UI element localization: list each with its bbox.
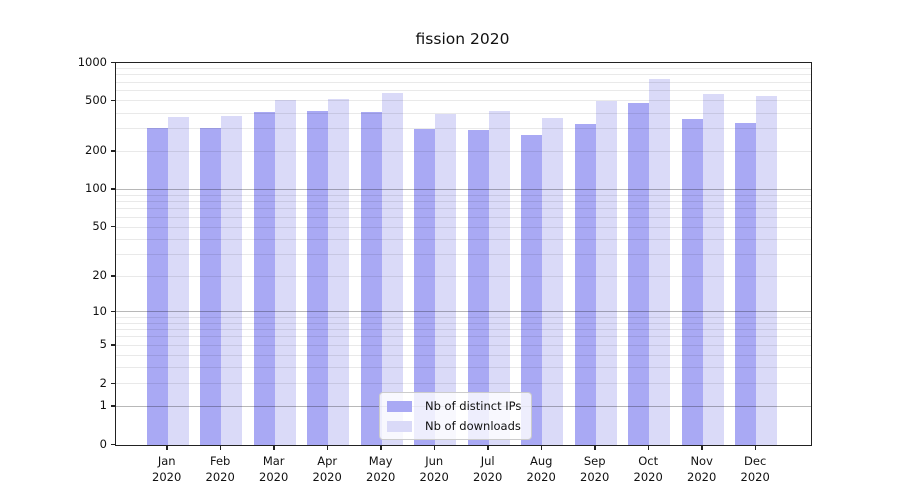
y-tick: [111, 99, 115, 102]
legend-swatch-ips-icon: [387, 400, 412, 412]
x-tick: [701, 446, 703, 450]
x-tick-label: Aug 2020: [526, 454, 556, 484]
bar-downloads-sep: [595, 100, 617, 445]
x-tick: [219, 446, 222, 450]
x-tick: [647, 446, 650, 450]
bar-ips-aug: [521, 135, 543, 445]
y-tick: [111, 188, 115, 190]
legend: Nb of distinct IPs Nb of downloads: [379, 392, 533, 440]
legend-label-distinct-ips: Nb of distinct IPs: [425, 399, 522, 413]
x-tick-label: Jan 2020: [152, 454, 182, 484]
bar-downloads-apr: [328, 99, 350, 445]
legend-item-downloads: Nb of downloads: [387, 419, 521, 433]
y-tick-label: 1: [99, 398, 107, 413]
x-tick-label: Sep 2020: [580, 454, 610, 484]
x-tick-label: Feb 2020: [205, 454, 235, 484]
legend-swatch-downloads-icon: [387, 420, 412, 432]
x-tick: [487, 446, 489, 450]
y-tick: [111, 150, 115, 152]
bar-downloads-jun: [435, 114, 457, 445]
x-tick-label: Jun 2020: [419, 454, 449, 484]
y-tick-label: 2: [99, 375, 107, 390]
bar-downloads-oct: [649, 78, 671, 445]
legend-item-distinct-ips: Nb of distinct IPs: [387, 399, 521, 413]
y-tick: [111, 61, 115, 63]
bar-downloads-mar: [274, 99, 296, 445]
y-tick: [111, 344, 115, 346]
y-tick: [111, 226, 115, 228]
x-tick: [326, 446, 329, 450]
y-tick: [111, 405, 115, 407]
bar-ips-nov: [681, 119, 703, 445]
bar-ips-jan: [146, 127, 168, 445]
x-tick-label: Jul 2020: [473, 454, 503, 484]
y-tick-label: 100: [85, 181, 107, 196]
bar-ips-oct: [628, 102, 650, 445]
x-tick: [380, 446, 382, 450]
x-tick-label: Nov 2020: [687, 454, 717, 484]
bar-downloads-dec: [756, 95, 778, 445]
bar-ips-jun: [414, 128, 436, 445]
bar-ips-jul: [467, 130, 489, 445]
y-tick-label: 200: [85, 143, 107, 158]
x-tick: [273, 446, 275, 450]
bar-downloads-jul: [488, 110, 510, 445]
x-tick-label: May 2020: [366, 454, 396, 484]
y-tick-label: 500: [85, 92, 107, 107]
y-tick: [111, 382, 115, 385]
chart-title: fission 2020: [415, 30, 510, 48]
bar-downloads-feb: [221, 116, 243, 445]
bar-ips-sep: [574, 123, 596, 445]
bar-ips-feb: [200, 128, 222, 445]
bar-ips-apr: [307, 110, 329, 445]
y-tick: [111, 275, 115, 277]
bar-ips-mar: [253, 111, 275, 445]
x-tick-label: Dec 2020: [740, 454, 770, 484]
x-tick: [166, 446, 168, 450]
y-tick-label: 0: [99, 436, 107, 451]
x-tick: [540, 446, 543, 450]
bar-ips-dec: [735, 122, 757, 445]
bar-downloads-may: [381, 92, 403, 445]
y-tick: [111, 443, 115, 445]
x-tick: [433, 446, 436, 450]
x-tick-label: Apr 2020: [312, 454, 342, 484]
plot-area: [115, 62, 812, 446]
x-tick: [594, 446, 596, 450]
bars-layer: [116, 63, 811, 445]
y-tick-label: 50: [92, 219, 107, 234]
bar-ips-may: [360, 112, 382, 445]
x-tick-label: Oct 2020: [633, 454, 663, 484]
bar-downloads-jan: [167, 116, 189, 445]
y-tick-label: 20: [92, 268, 107, 283]
y-tick-label: 10: [92, 303, 107, 318]
x-tick: [754, 446, 757, 450]
bar-downloads-aug: [542, 117, 564, 445]
y-tick: [111, 310, 115, 313]
y-tick-label: 5: [99, 337, 107, 352]
x-tick-label: Mar 2020: [259, 454, 289, 484]
y-tick-label: 1000: [77, 54, 107, 69]
bar-downloads-nov: [702, 94, 724, 445]
legend-label-downloads: Nb of downloads: [425, 419, 521, 433]
